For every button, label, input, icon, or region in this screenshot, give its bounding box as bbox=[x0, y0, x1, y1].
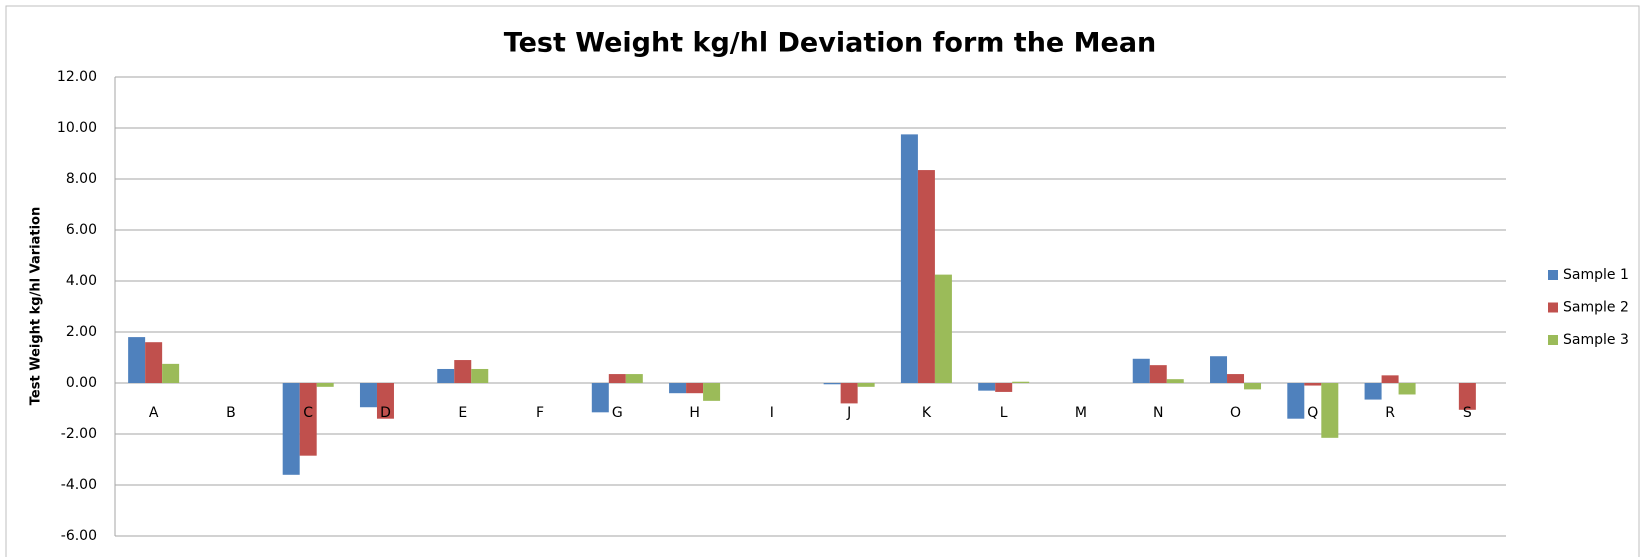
x-tick-label: J bbox=[846, 405, 851, 421]
bar bbox=[917, 170, 935, 383]
x-tick-label: O bbox=[1230, 405, 1241, 421]
y-tick-label: 2.00 bbox=[66, 324, 97, 340]
y-tick-label: -4.00 bbox=[61, 477, 97, 493]
bar bbox=[934, 274, 952, 383]
x-tick-label: N bbox=[1153, 405, 1163, 421]
bar bbox=[1012, 381, 1030, 383]
bar bbox=[1132, 358, 1150, 383]
bar bbox=[978, 383, 996, 391]
y-axis-label: Test Weight kg/hl Variation bbox=[29, 207, 44, 405]
chart-title: Test Weight kg/hl Deviation form the Mea… bbox=[504, 28, 1157, 59]
y-tick-label: 6.00 bbox=[66, 222, 97, 238]
bar bbox=[316, 383, 334, 387]
bar bbox=[376, 383, 394, 419]
bar bbox=[703, 383, 721, 401]
bar bbox=[1321, 383, 1339, 438]
bar bbox=[437, 368, 455, 383]
bar bbox=[900, 134, 918, 383]
bar bbox=[995, 383, 1013, 392]
bar bbox=[128, 337, 146, 383]
y-tick-label: 12.00 bbox=[57, 69, 97, 85]
bar bbox=[1210, 356, 1228, 383]
bar bbox=[1398, 383, 1416, 395]
bar bbox=[1244, 383, 1262, 390]
x-tick-label: H bbox=[689, 405, 700, 421]
x-tick-label: D bbox=[380, 405, 391, 421]
bar bbox=[625, 374, 643, 383]
x-tick-label: B bbox=[226, 405, 236, 421]
x-tick-label: G bbox=[612, 405, 623, 421]
legend-label: Sample 1 bbox=[1563, 267, 1629, 283]
bar bbox=[591, 383, 609, 413]
y-tick-label: 4.00 bbox=[66, 273, 97, 289]
bar bbox=[669, 383, 687, 394]
bar bbox=[1364, 383, 1382, 400]
x-tick-label: I bbox=[770, 405, 774, 421]
bar bbox=[162, 363, 180, 383]
legend-swatch bbox=[1548, 302, 1558, 313]
bar bbox=[145, 342, 163, 383]
legend-label: Sample 2 bbox=[1563, 300, 1629, 316]
x-tick-label: C bbox=[303, 405, 313, 421]
y-tick-label: -2.00 bbox=[61, 426, 97, 442]
legend-swatch bbox=[1548, 335, 1558, 345]
bar bbox=[359, 383, 377, 408]
y-tick-label: 8.00 bbox=[66, 171, 97, 187]
bar bbox=[1227, 374, 1245, 383]
bar bbox=[471, 368, 489, 383]
bar bbox=[1149, 365, 1167, 383]
x-tick-label: Q bbox=[1307, 405, 1318, 421]
x-tick-label: R bbox=[1385, 405, 1395, 421]
bar bbox=[1381, 375, 1399, 383]
legend-swatch bbox=[1548, 270, 1558, 280]
x-tick-label: E bbox=[458, 405, 467, 421]
x-tick-label: K bbox=[922, 405, 932, 421]
bar bbox=[686, 383, 704, 394]
bar bbox=[454, 360, 472, 383]
bar bbox=[1166, 379, 1184, 383]
y-tick-label: -6.00 bbox=[61, 528, 97, 544]
x-tick-label: L bbox=[1000, 405, 1008, 421]
bar bbox=[1304, 383, 1322, 386]
bar bbox=[608, 374, 626, 383]
bar bbox=[299, 383, 317, 456]
x-tick-label: S bbox=[1463, 405, 1472, 421]
y-tick-label: 10.00 bbox=[57, 120, 97, 136]
y-tick-label: 0.00 bbox=[66, 375, 97, 391]
x-tick-label: A bbox=[149, 405, 159, 421]
bar bbox=[282, 383, 300, 475]
bar bbox=[823, 383, 841, 385]
x-tick-label: M bbox=[1075, 405, 1087, 421]
legend-label: Sample 3 bbox=[1563, 332, 1629, 348]
bar bbox=[840, 383, 858, 404]
chart-frame bbox=[5, 5, 1640, 557]
x-tick-label: F bbox=[536, 405, 544, 421]
bar bbox=[857, 383, 875, 387]
bar bbox=[1287, 383, 1305, 419]
bar bbox=[1458, 383, 1476, 410]
